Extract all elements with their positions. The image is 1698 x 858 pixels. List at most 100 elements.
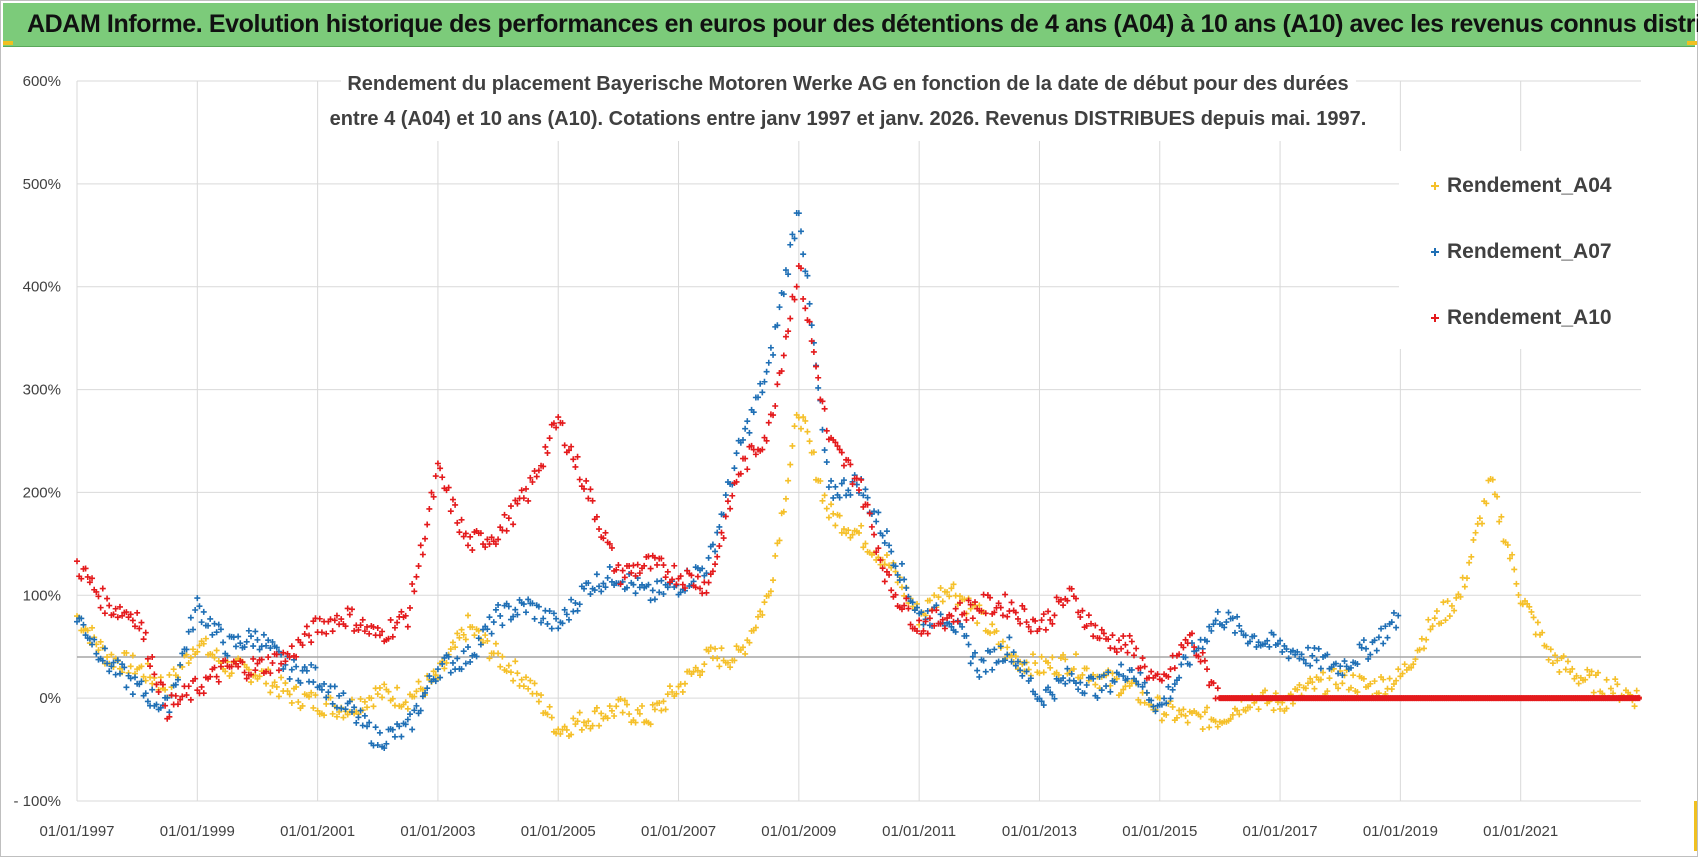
data-point xyxy=(308,661,315,668)
data-point xyxy=(763,437,770,444)
data-point xyxy=(1468,553,1475,560)
data-point xyxy=(469,547,476,554)
data-point xyxy=(404,623,411,630)
data-point xyxy=(982,668,989,675)
data-point xyxy=(800,414,807,421)
data-point xyxy=(1120,686,1127,693)
data-point xyxy=(209,631,216,638)
data-point xyxy=(1227,715,1234,722)
data-point xyxy=(881,539,888,546)
data-point xyxy=(1027,675,1034,682)
data-point xyxy=(460,631,467,638)
data-point xyxy=(1115,671,1122,678)
data-point xyxy=(593,513,600,520)
data-point xyxy=(767,588,774,595)
data-point xyxy=(269,660,276,667)
data-point xyxy=(228,663,235,670)
data-point xyxy=(512,497,519,504)
data-point xyxy=(565,447,572,454)
chart-title-line-1: Rendement du placement Bayerische Motore… xyxy=(347,73,1348,95)
data-point xyxy=(340,690,347,697)
data-point xyxy=(213,673,220,680)
data-point xyxy=(413,688,420,695)
data-point xyxy=(1010,649,1017,656)
data-point xyxy=(720,535,727,542)
data-point xyxy=(458,666,465,673)
data-point xyxy=(198,683,205,690)
data-point xyxy=(323,694,330,701)
data-point xyxy=(1274,640,1281,647)
data-point xyxy=(1238,628,1245,635)
data-point xyxy=(355,714,362,721)
data-point xyxy=(116,670,123,677)
data-point xyxy=(873,549,880,556)
data-point xyxy=(194,595,201,602)
data-point xyxy=(129,691,136,698)
data-point xyxy=(1444,598,1451,605)
data-point xyxy=(585,718,592,725)
data-point xyxy=(127,663,134,670)
data-point xyxy=(278,674,285,681)
data-point xyxy=(456,529,463,536)
data-point xyxy=(471,632,478,639)
data-point xyxy=(800,295,807,302)
data-point xyxy=(202,635,209,642)
data-point xyxy=(546,435,553,442)
data-point xyxy=(254,636,261,643)
data-point xyxy=(99,657,106,664)
data-point xyxy=(1511,566,1518,573)
data-point xyxy=(860,544,867,551)
data-point xyxy=(1360,675,1367,682)
data-point xyxy=(308,639,315,646)
data-point xyxy=(623,701,630,708)
data-point xyxy=(1014,658,1021,665)
data-point xyxy=(1049,620,1056,627)
data-point xyxy=(716,543,723,550)
data-point xyxy=(406,604,413,611)
data-point xyxy=(213,629,220,636)
data-point xyxy=(514,611,521,618)
data-point xyxy=(217,663,224,670)
data-point xyxy=(374,691,381,698)
data-point xyxy=(699,565,706,572)
data-point xyxy=(527,474,534,481)
data-point xyxy=(1122,641,1129,648)
data-point xyxy=(1506,555,1513,562)
data-point xyxy=(626,711,633,718)
data-point xyxy=(187,696,194,703)
data-point xyxy=(903,595,910,602)
data-point xyxy=(1277,705,1284,712)
data-point xyxy=(800,251,807,258)
data-point xyxy=(258,656,265,663)
data-point xyxy=(898,560,905,567)
data-point xyxy=(1324,688,1331,695)
data-point xyxy=(608,707,615,714)
data-point xyxy=(1064,665,1071,672)
data-point xyxy=(166,713,173,720)
data-point xyxy=(1100,630,1107,637)
data-point xyxy=(177,696,184,703)
data-point xyxy=(1354,689,1361,696)
data-point xyxy=(742,455,749,462)
data-point xyxy=(331,617,338,624)
data-point xyxy=(241,644,248,651)
data-point xyxy=(200,608,207,615)
data-point xyxy=(909,599,916,606)
data-point xyxy=(937,620,944,627)
data-point xyxy=(162,686,169,693)
data-point xyxy=(555,625,562,632)
data-point xyxy=(785,328,792,335)
data-point xyxy=(1242,707,1249,714)
data-point xyxy=(1204,704,1211,711)
data-point xyxy=(649,587,656,594)
data-point xyxy=(559,420,566,427)
data-point xyxy=(357,707,364,714)
data-point xyxy=(1075,686,1082,693)
data-point xyxy=(477,641,484,648)
data-point xyxy=(993,628,1000,635)
data-point xyxy=(439,660,446,667)
data-point xyxy=(987,594,994,601)
data-point xyxy=(596,583,603,590)
data-point xyxy=(636,570,643,577)
data-point xyxy=(1204,638,1211,645)
